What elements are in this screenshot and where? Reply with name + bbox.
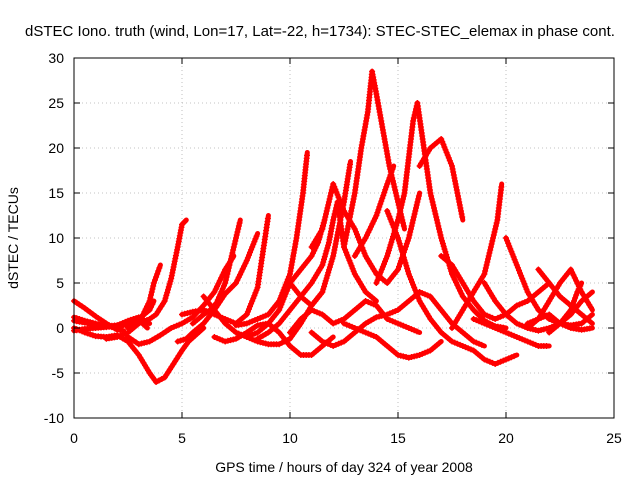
y-tick-label: -5	[52, 365, 65, 381]
x-tick-label: 0	[70, 430, 78, 446]
data-series	[233, 150, 310, 329]
y-tick-label: 15	[48, 185, 64, 201]
point-markers	[546, 283, 584, 336]
data-series	[71, 325, 207, 385]
y-tick-label: 0	[56, 320, 64, 336]
point-markers	[125, 265, 163, 331]
point-markers	[233, 152, 310, 329]
point-markers	[416, 136, 466, 220]
data-series	[384, 208, 520, 367]
x-axis-label: GPS time / hours of day 324 of year 2008	[215, 459, 473, 475]
data-series	[189, 217, 243, 327]
data-series	[125, 253, 237, 348]
point-markers	[449, 184, 505, 331]
data-series	[341, 320, 444, 361]
chart-title: dSTEC Iono. truth (wind, Lon=17, Lat=-22…	[25, 23, 615, 40]
data-series	[287, 159, 353, 309]
data-series	[416, 136, 466, 223]
data-series	[470, 316, 552, 349]
point-markers	[308, 289, 485, 349]
axis-ticks: 0 5 10 15 20 25 -10 -5 0 5 10 15 20 25 30	[44, 50, 622, 446]
y-tick-label: 5	[56, 275, 64, 291]
y-tick-label: -10	[44, 410, 64, 426]
x-tick-label: 20	[498, 430, 514, 446]
data-series	[125, 262, 163, 331]
point-markers	[470, 316, 550, 349]
x-tick-label: 25	[606, 430, 622, 446]
y-tick-label: 10	[48, 230, 64, 246]
y-tick-label: 20	[48, 140, 64, 156]
point-markers	[71, 325, 205, 385]
y-tick-label: 30	[48, 50, 64, 66]
data-series	[449, 181, 505, 331]
point-markers	[341, 71, 375, 250]
x-tick-label: 5	[178, 430, 186, 446]
point-markers	[384, 208, 518, 367]
data-area	[71, 68, 595, 385]
point-markers	[189, 220, 243, 327]
x-tick-label: 10	[282, 430, 298, 446]
data-series	[535, 266, 595, 326]
y-tick-label: 25	[48, 95, 64, 111]
point-markers	[341, 320, 442, 361]
point-markers	[438, 253, 550, 322]
data-series	[341, 69, 375, 250]
data-series	[546, 280, 585, 336]
point-markers	[287, 161, 353, 309]
point-markers	[351, 166, 396, 259]
x-tick-label: 15	[390, 430, 406, 446]
y-axis-label: dSTEC / TECUs	[5, 187, 21, 289]
data-series	[351, 163, 397, 259]
data-series	[438, 253, 552, 322]
